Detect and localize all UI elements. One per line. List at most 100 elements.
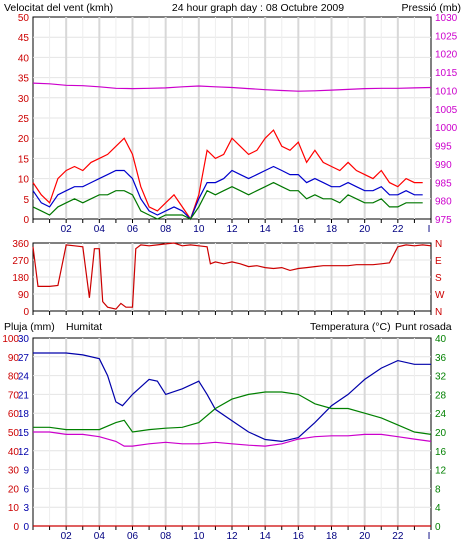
wind-panel-x-tick-label: 20: [359, 224, 371, 235]
temperature-y-tick-label: 16: [435, 447, 447, 458]
pressure-y-tick-label: 980: [435, 197, 452, 208]
climate-panel-x-tick-label: 02: [61, 531, 73, 542]
wind-panel-x-tick-label: 04: [94, 224, 106, 235]
pressure-y-tick-label: 1015: [435, 68, 458, 79]
rain-y-tick-label: 80: [8, 372, 20, 383]
humidity-y-tick-label: 30: [18, 334, 30, 345]
pressure-y-tick-label: 1025: [435, 31, 458, 42]
climate-panel-x-tick-label: 12: [226, 531, 238, 542]
temperature-y-tick-label: 8: [435, 484, 441, 495]
temperature-y-tick-label: 32: [435, 372, 447, 383]
wind-panel-x-tick-label: 08: [160, 224, 172, 235]
pressure-y-tick-label: 990: [435, 160, 452, 171]
wind-panel-x-tick-label: 06: [127, 224, 139, 235]
climate-panel-x-tick-end: I: [428, 531, 431, 542]
wind-average-line: [32, 165, 423, 221]
rain-y-tick-label: 10: [8, 503, 20, 514]
dew-point-title: Punt rosada: [395, 321, 452, 333]
climate-panel-x-tick-label: 20: [359, 531, 371, 542]
wind-panel-x-tick-label: 22: [392, 224, 404, 235]
climate-panel-x-tick-label: 08: [160, 531, 172, 542]
pressure-title: Pressió (mb): [401, 2, 461, 14]
pressure-y-tick-label: 1010: [435, 86, 458, 97]
wind-y-tick-label: 15: [18, 154, 30, 165]
wind-panel-x-tick-label: 14: [260, 224, 272, 235]
pressure-y-tick-label: 975: [435, 215, 452, 226]
wind-y-tick-label: 10: [18, 175, 30, 186]
dew-point-line: [33, 431, 432, 447]
humidity-y-tick-label: 18: [18, 409, 30, 420]
rain-y-tick-label: 50: [8, 428, 20, 439]
rain-title: Pluja (mm): [4, 321, 55, 333]
temperature-y-tick-label: 36: [435, 353, 447, 364]
direction-y-tick-label: 360: [12, 239, 29, 250]
climate-panel-x-tick-label: 18: [326, 531, 338, 542]
climate-panel-x-tick-label: 06: [127, 531, 139, 542]
rain-y-tick-label: 30: [8, 466, 20, 477]
humidity-y-tick-label: 24: [18, 372, 30, 383]
humidity-y-tick-label: 0: [23, 522, 29, 533]
climate-panel-x-tick-label: 16: [293, 531, 305, 542]
rain-y-tick-label: 20: [8, 484, 20, 495]
temperature-y-tick-label: 28: [435, 390, 447, 401]
wind-y-tick-label: 5: [23, 195, 29, 206]
rain-y-tick-label: 70: [8, 390, 20, 401]
compass-y-tick-label: E: [435, 256, 442, 267]
wind-y-tick-label: 35: [18, 74, 30, 85]
direction-y-tick-label: 0: [23, 307, 29, 318]
humidity-y-tick-label: 12: [18, 447, 30, 458]
climate-panel-x-tick-label: 04: [94, 531, 106, 542]
wind-panel-x-tick-label: 10: [193, 224, 205, 235]
wind-title: Velocitat del vent (kmh): [4, 2, 113, 14]
wind-panel-x-tick-label: 18: [326, 224, 338, 235]
temperature-y-tick-label: 20: [435, 428, 447, 439]
direction-y-tick-label: 180: [12, 273, 29, 284]
wind-panel-x-tick-label: 16: [293, 224, 305, 235]
temperature-y-tick-label: 40: [435, 334, 447, 345]
wind-y-tick-label: 40: [18, 53, 30, 64]
temperature-y-tick-label: 4: [435, 503, 441, 514]
climate-panel-x-tick-label: 10: [193, 531, 205, 542]
rain-y-tick-label: 100: [2, 334, 19, 345]
wind-y-tick-label: 45: [18, 33, 30, 44]
wind-panel-x-tick-label: 02: [61, 224, 73, 235]
humidity-y-tick-label: 3: [23, 503, 29, 514]
chart-title: 24 hour graph day : 08 Octubre 2009: [172, 2, 344, 14]
humidity-y-tick-label: 15: [18, 428, 30, 439]
compass-y-tick-label: N: [435, 239, 442, 250]
pressure-y-tick-label: 1030: [435, 13, 458, 24]
wind-y-tick-label: 25: [18, 114, 30, 125]
temperature-y-tick-label: 12: [435, 466, 447, 477]
compass-y-tick-label: S: [435, 273, 442, 284]
direction-y-tick-label: 270: [12, 256, 29, 267]
pressure-y-tick-label: 985: [435, 178, 452, 189]
rain-y-tick-label: 0: [13, 522, 19, 533]
pressure-y-tick-label: 995: [435, 142, 452, 153]
pressure-line: [32, 82, 432, 92]
wind-panel-x-tick-label: 12: [226, 224, 238, 235]
humidity-y-tick-label: 27: [18, 353, 30, 364]
compass-y-tick-label: N: [435, 307, 442, 318]
temperature-title: Temperatura (°C): [310, 321, 391, 333]
wind-y-tick-label: 0: [23, 215, 29, 226]
humidity-y-tick-label: 6: [23, 484, 29, 495]
rain-y-tick-label: 90: [8, 353, 20, 364]
climate-panel-x-tick-label: 14: [260, 531, 272, 542]
wind-direction-line: [32, 242, 432, 310]
wind-y-tick-label: 50: [18, 13, 30, 24]
rain-y-tick-label: 60: [8, 409, 20, 420]
wind-panel-x-tick-end: I: [428, 224, 431, 235]
climate-panel-x-tick-label: 22: [392, 531, 404, 542]
pressure-y-tick-label: 1005: [435, 105, 458, 116]
wind-y-tick-label: 30: [18, 94, 30, 105]
pressure-y-tick-label: 1020: [435, 50, 458, 61]
pressure-y-tick-label: 1000: [435, 123, 458, 134]
temperature-y-tick-label: 24: [435, 409, 447, 420]
temperature-y-tick-label: 0: [435, 522, 441, 533]
wind-y-tick-label: 20: [18, 134, 30, 145]
wind-gust-line: [32, 129, 423, 221]
humidity-line: [33, 352, 431, 443]
humidity-y-tick-label: 21: [18, 390, 30, 401]
